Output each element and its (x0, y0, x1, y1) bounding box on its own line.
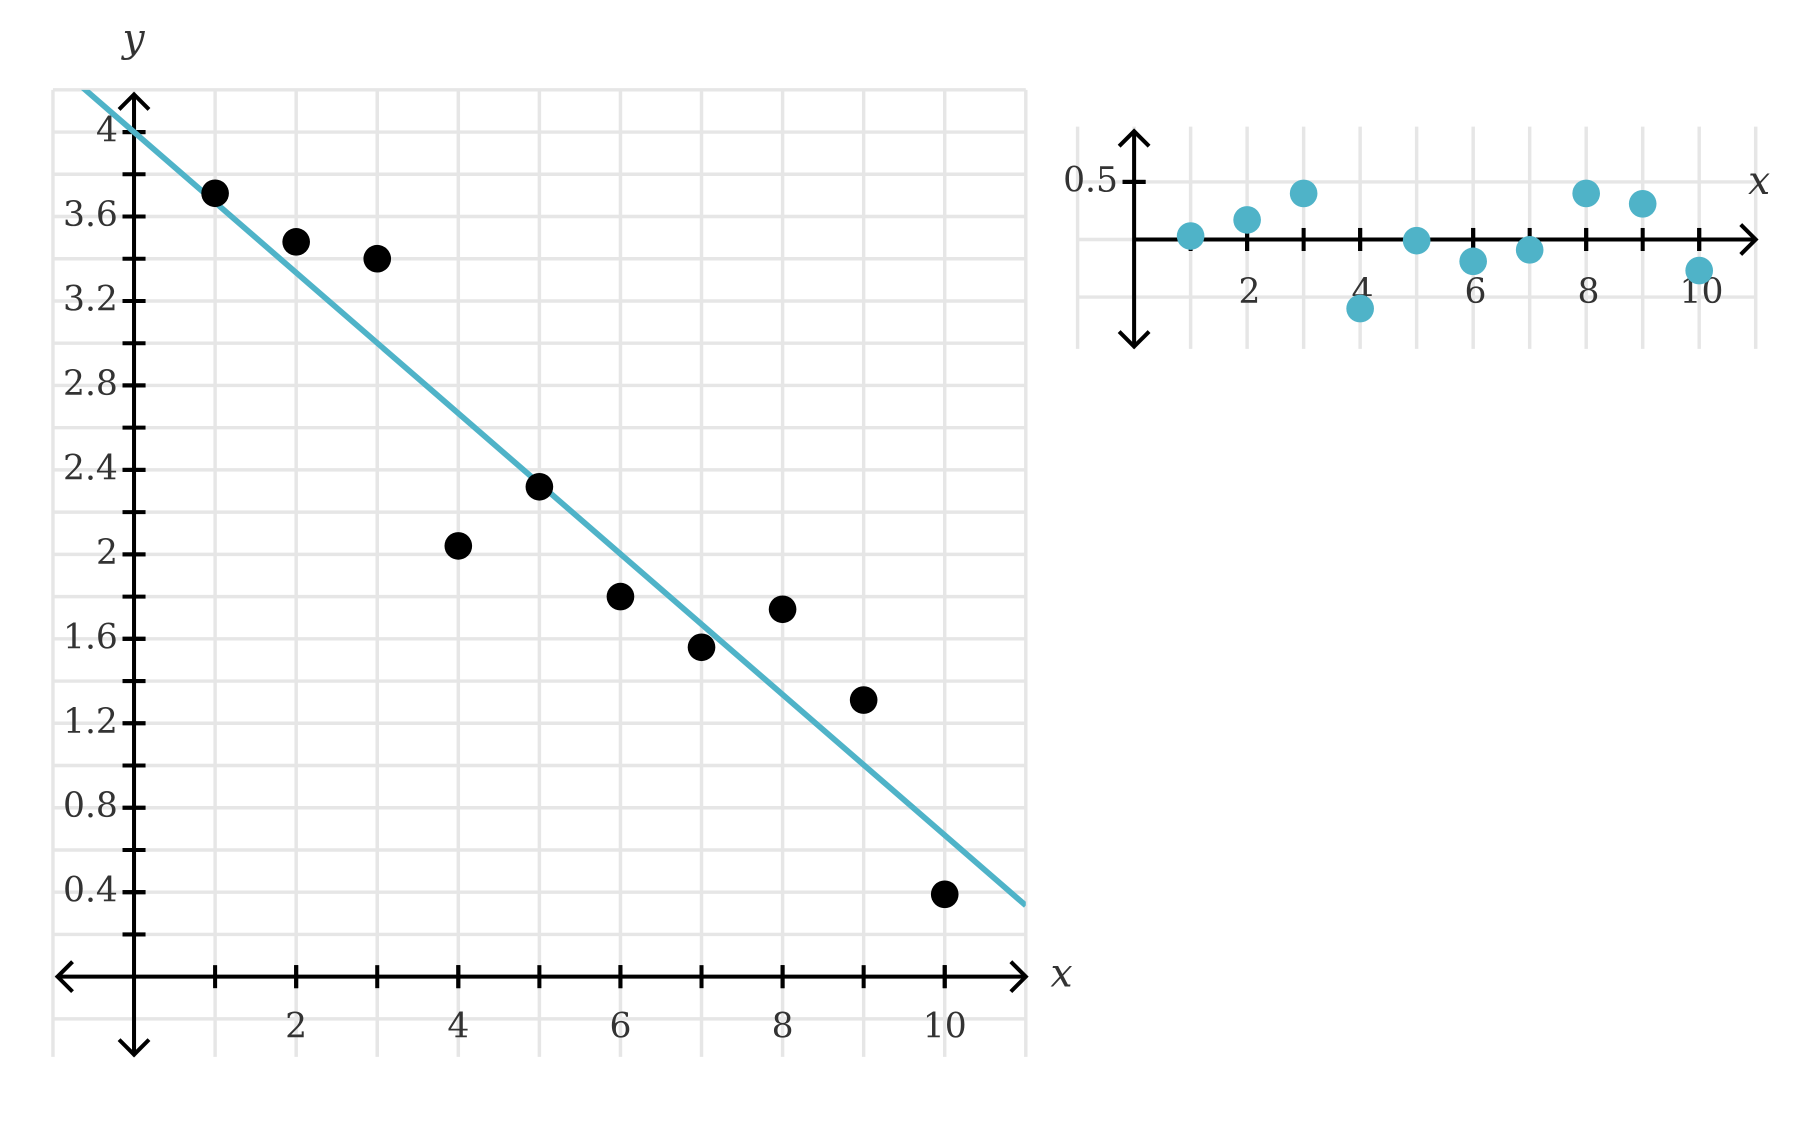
y-tick-label: 3.2 (63, 279, 118, 319)
data-point (1628, 189, 1657, 218)
x-tick-label: 6 (609, 1007, 631, 1047)
data-point (1402, 226, 1431, 255)
y-tick-label: 0.5 (1063, 160, 1118, 200)
x-tick-label: 2 (1238, 272, 1260, 312)
y-tick-label: 3.6 (63, 195, 118, 235)
data-point (930, 880, 959, 909)
data-point (768, 595, 797, 624)
y-tick-label: 1.6 (63, 617, 118, 657)
data-point (687, 633, 716, 662)
axis-arrow (1739, 223, 1759, 256)
y-axis-label: y (120, 16, 145, 61)
data-point (1233, 206, 1261, 234)
axis-arrow (1009, 960, 1029, 994)
x-tick-label: 4 (447, 1007, 469, 1047)
x-tick-label: 8 (772, 1007, 794, 1047)
data-point (1176, 222, 1205, 250)
x-tick-label: 10 (923, 1007, 967, 1047)
data-point (525, 472, 554, 501)
y-tick-label: 4 (96, 111, 118, 151)
y-tick-label: 1.2 (63, 702, 118, 742)
data-point (849, 686, 878, 714)
data-point (1685, 256, 1714, 285)
data-point (1459, 247, 1487, 276)
axis-arrow (117, 1038, 151, 1058)
x-axis-label: x (1050, 951, 1072, 996)
data-point (201, 179, 229, 208)
data-point (1289, 179, 1318, 208)
x-tick-label: 2 (285, 1007, 307, 1047)
y-tick-label: 2.8 (63, 364, 118, 404)
x-tick-label: 6 (1464, 272, 1486, 312)
y-tick-label: 2 (96, 533, 118, 573)
axis-arrow (117, 91, 151, 111)
data-point (363, 244, 392, 273)
data-point (1572, 179, 1600, 208)
axis-arrow (1117, 128, 1151, 148)
data-point (282, 228, 310, 256)
x-axis-label: x (1748, 159, 1770, 204)
data-point (444, 532, 473, 560)
axis-arrow (54, 960, 74, 994)
y-tick-label: 0.4 (63, 871, 118, 911)
y-tick-label: 0.8 (63, 786, 118, 826)
y-tick-label: 2.4 (63, 448, 118, 488)
axis-arrow (1117, 330, 1151, 350)
data-point (1346, 294, 1374, 323)
data-point (1515, 236, 1544, 264)
data-point (606, 582, 635, 611)
x-tick-label: 8 (1577, 272, 1599, 312)
